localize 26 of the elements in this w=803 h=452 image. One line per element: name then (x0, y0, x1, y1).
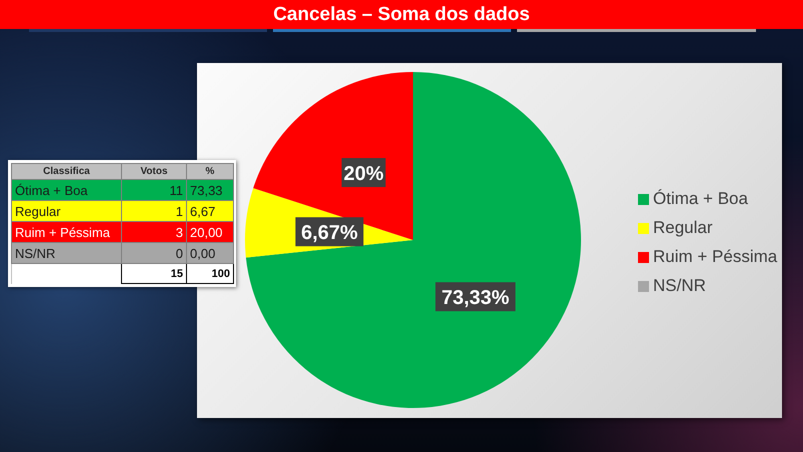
data-label: 1 (122, 200, 186, 222)
chart-title: Cancelas – Soma dos dados (273, 4, 530, 25)
category-label: NS/NR (12, 242, 122, 264)
data-label: 73,33 (186, 180, 234, 200)
category-label: Ótima + Boa (12, 180, 122, 200)
legend-label: NS/NR (653, 276, 706, 295)
data-label: 6,67 (186, 200, 234, 222)
data-label: 3 (122, 222, 186, 242)
data-label: 0 (122, 242, 186, 264)
text: 15 (170, 268, 183, 280)
data-label: 20,00 (186, 222, 234, 242)
data-label: 0,00 (186, 242, 234, 264)
text: Classifica (43, 166, 90, 177)
legend-label: Regular (653, 218, 713, 237)
text: 100 (212, 268, 230, 280)
series-label: % (206, 166, 214, 177)
pie-slice (246, 72, 581, 408)
data-label: 73,33% (442, 287, 510, 310)
data-label: 20% (344, 163, 384, 186)
data-label: 6,67% (301, 222, 358, 244)
category-label: Ruim + Péssima (12, 222, 122, 242)
category-label: Regular (12, 200, 122, 222)
legend-label: Ótima + Boa (653, 189, 748, 208)
data-label: 11 (122, 180, 186, 200)
legend-label: Ruim + Péssima (653, 247, 778, 266)
legend-label: Votos (140, 166, 168, 177)
